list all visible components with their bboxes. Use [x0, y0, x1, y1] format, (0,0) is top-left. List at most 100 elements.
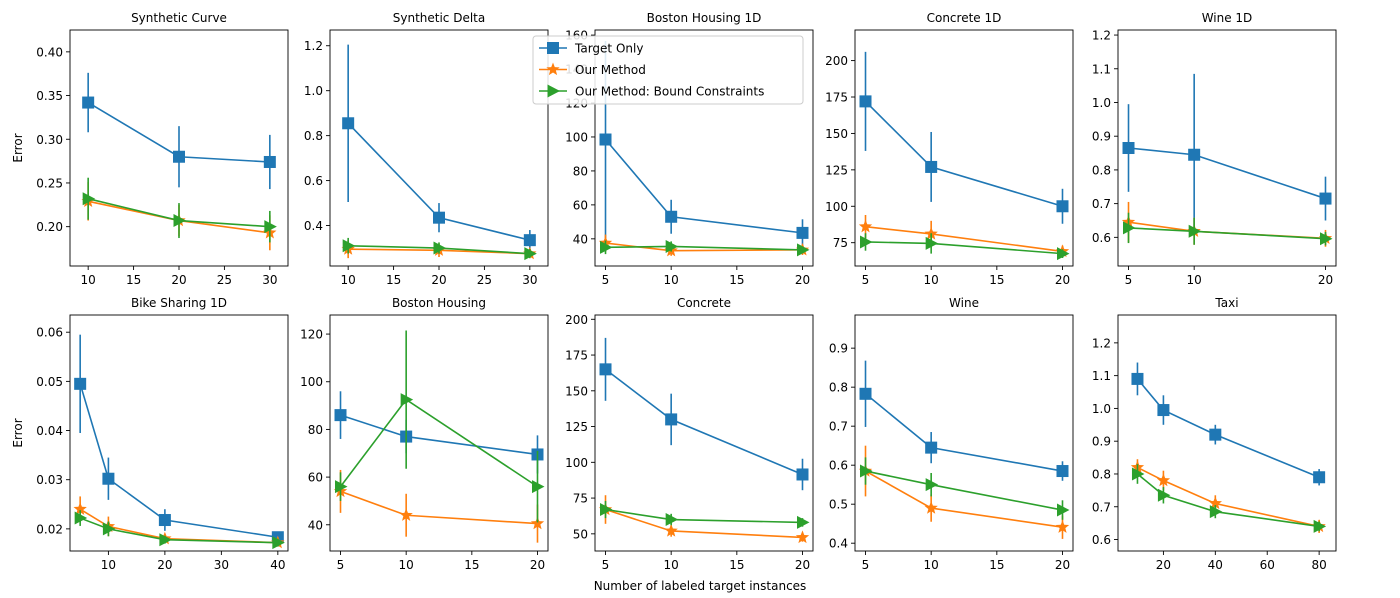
- data-point: [796, 468, 809, 481]
- y-tick-label: 60: [308, 471, 323, 485]
- data-point: [599, 133, 612, 146]
- y-tick-label: 80: [573, 164, 588, 178]
- series-target-only: [859, 360, 1069, 481]
- data-point: [1319, 192, 1332, 205]
- x-tick-label: 15: [464, 558, 479, 572]
- series-target-only: [599, 41, 809, 247]
- legend-entry-target-only: Target Only: [539, 42, 643, 56]
- data-point: [159, 533, 172, 547]
- x-tick-label: 30: [262, 273, 277, 287]
- subplot-bike-sharing-1d: 10 20 30 40 0.02 0.03 0.04 0.05 0.06 Bike Sharing…: [11, 296, 289, 572]
- series-our-method: [598, 495, 810, 544]
- x-tick-label: 5: [862, 273, 870, 287]
- data-point: [1209, 428, 1222, 441]
- y-axis-label: Error: [11, 418, 25, 447]
- y-tick-label: 80: [308, 423, 323, 437]
- x-tick-label: 20: [157, 558, 172, 572]
- data-point: [1313, 519, 1327, 533]
- x-tick-label: 25: [477, 273, 492, 287]
- y-tick-label: 0.05: [36, 375, 63, 389]
- data-point: [796, 243, 810, 257]
- legend: Target Only Our Method Our Method: Bound C…: [532, 35, 804, 105]
- data-point: [102, 522, 116, 536]
- data-point: [859, 387, 872, 400]
- series-our-method-bound-constraints: [342, 237, 537, 261]
- y-tick-label: 0.4: [829, 537, 848, 551]
- y-tick-label: 1.2: [1092, 336, 1111, 350]
- subplot-synthetic-delta: 10 15 20 25 30 0.4 0.6 0.8 1.0 1.2 Synthetic Delta: [304, 11, 549, 287]
- x-tick-label: 15: [989, 558, 1004, 572]
- data-point: [173, 214, 186, 228]
- x-tick-label: 30: [522, 273, 537, 287]
- subplot-title: Taxi: [1214, 296, 1238, 310]
- subplot-taxi: 20 40 60 80 0.6 0.7 0.8 0.9 1.0 1.1 1.2 Taxi: [1092, 296, 1337, 572]
- subplot-concrete-1d: 5 10 15 20 75 100 125 150 175 200 Concrete 1D: [825, 11, 1074, 287]
- data-point: [599, 363, 612, 376]
- x-tick-label: 30: [214, 558, 229, 572]
- series-line: [1137, 466, 1320, 528]
- y-tick-label: 150: [825, 127, 848, 141]
- data-point: [1056, 247, 1070, 261]
- legend-marker: [547, 42, 559, 54]
- series-our-method-bound-constraints: [600, 500, 810, 529]
- y-tick-label: 0.30: [36, 133, 63, 147]
- x-tick-label: 5: [1125, 273, 1133, 287]
- y-tick-label: 50: [573, 527, 588, 541]
- data-point: [342, 239, 356, 253]
- data-point: [925, 478, 939, 492]
- y-tick-label: 0.03: [36, 473, 63, 487]
- x-tick-label: 20: [1055, 273, 1070, 287]
- legend-label: Target Only: [574, 42, 643, 56]
- data-point: [74, 377, 87, 390]
- y-tick-label: 1.1: [1092, 369, 1111, 383]
- legend-entry-our-method-bound-constraints: Our Method: Bound Constraints: [539, 84, 764, 99]
- legend-marker: [547, 84, 560, 98]
- subplot-title: Concrete: [677, 296, 731, 310]
- subplot-concrete: 5 10 15 20 50 75 100 125 150 175 200 Concrete: [565, 296, 814, 572]
- data-point: [433, 241, 446, 255]
- series-our-method-bound-constraints: [335, 330, 545, 523]
- data-point: [1056, 200, 1069, 213]
- x-tick-label: 40: [1208, 558, 1223, 572]
- x-tick-label: 10: [81, 273, 96, 287]
- x-tick-label: 5: [337, 558, 345, 572]
- legend-label: Our Method: Bound Constraints: [575, 85, 764, 99]
- data-point: [272, 536, 285, 550]
- y-tick-label: 0.9: [829, 342, 848, 356]
- y-tick-label: 40: [573, 232, 588, 246]
- series-target-only: [859, 51, 1069, 224]
- series-line: [1136, 473, 1320, 528]
- y-tick-label: 0.40: [36, 45, 63, 59]
- y-tick-label: 0.02: [36, 522, 63, 536]
- data-point: [1157, 404, 1170, 417]
- data-point: [925, 160, 938, 173]
- data-point: [530, 516, 545, 530]
- series-our-method-bound-constraints: [860, 457, 1070, 520]
- y-tick-label: 75: [573, 492, 588, 506]
- data-point: [1319, 232, 1333, 246]
- series-target-only: [342, 44, 536, 251]
- y-tick-label: 175: [565, 349, 588, 363]
- series-target-only: [1122, 73, 1332, 236]
- subplot-wine-1d: 5 10 20 0.6 0.7 0.8 0.9 1.0 1.1 1.2 Wine 1D: [1092, 11, 1337, 287]
- data-point: [859, 95, 872, 108]
- axes-frame: [329, 314, 549, 552]
- data-point: [600, 240, 613, 254]
- data-point: [523, 234, 536, 247]
- data-point: [334, 409, 347, 422]
- data-point: [531, 480, 545, 494]
- x-tick-label: 20: [1156, 558, 1171, 572]
- y-tick-label: 0.25: [36, 176, 63, 190]
- y-tick-label: 100: [565, 130, 588, 144]
- x-tick-label: 10: [664, 273, 679, 287]
- data-point: [1209, 505, 1223, 519]
- x-tick-label: 10: [101, 558, 116, 572]
- y-tick-label: 0.8: [1092, 467, 1111, 481]
- subplot-title: Wine: [949, 296, 979, 310]
- axes-frame: [854, 29, 1074, 267]
- data-point: [524, 247, 537, 261]
- data-point: [858, 219, 873, 233]
- subplot-title: Synthetic Curve: [131, 11, 227, 25]
- x-tick-label: 60: [1260, 558, 1275, 572]
